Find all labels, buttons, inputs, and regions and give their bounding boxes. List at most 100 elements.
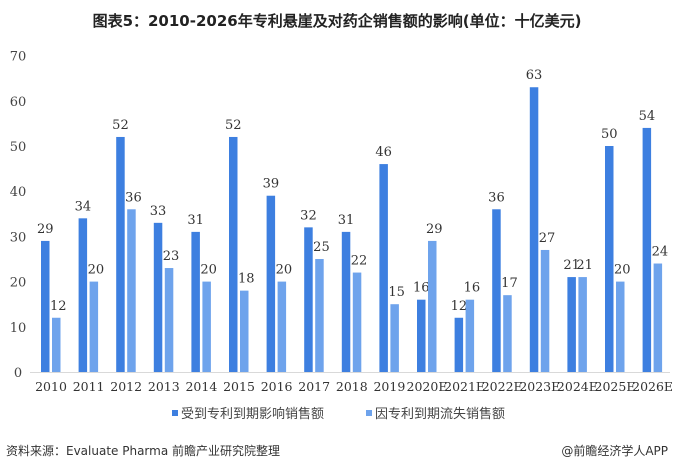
data-label: 23	[163, 249, 180, 264]
x-tick-label: 2014	[185, 379, 217, 394]
bar-lost	[89, 281, 99, 372]
bar-lost	[465, 299, 475, 372]
x-tick-label: 2025E	[595, 379, 636, 394]
bar-lost	[616, 281, 625, 372]
data-label: 16	[464, 281, 481, 296]
y-tick-label: 60	[10, 95, 27, 110]
bar-chart: 0102030405060702912201034202011523620123…	[10, 50, 673, 422]
data-label: 12	[451, 299, 468, 314]
data-label: 27	[539, 231, 556, 246]
x-tick-label: 2020E	[407, 379, 448, 394]
chart-title: 图表5：2010-2026年专利悬崖及对药企销售额的影响(单位：十亿美元)	[92, 12, 582, 30]
bar-affected	[492, 209, 501, 372]
data-label: 16	[413, 281, 430, 296]
data-label: 31	[338, 213, 355, 228]
data-label: 12	[50, 299, 67, 314]
legend-label: 因专利到期流失销售额	[375, 406, 505, 422]
x-tick-label: 2017	[298, 379, 330, 394]
data-label: 18	[238, 272, 255, 287]
data-label: 36	[125, 190, 142, 205]
bar-lost	[503, 295, 512, 372]
x-tick-label: 2012	[110, 379, 142, 394]
bar-lost	[390, 304, 399, 372]
x-tick-label: 2010	[35, 379, 67, 394]
bar-affected	[116, 136, 125, 372]
data-label: 39	[263, 177, 280, 192]
bar-lost	[540, 249, 550, 372]
legend-label: 受到专利到期影响销售额	[181, 406, 324, 422]
y-tick-label: 30	[10, 230, 27, 245]
data-label: 17	[501, 276, 518, 291]
y-tick-label: 0	[14, 366, 22, 381]
data-label: 21	[576, 258, 593, 273]
data-label: 50	[601, 127, 618, 142]
data-label: 20	[200, 263, 217, 278]
data-label: 32	[300, 208, 317, 223]
data-label: 21	[563, 258, 580, 273]
data-label: 20	[88, 263, 105, 278]
data-label: 33	[150, 204, 167, 219]
data-label: 31	[187, 213, 204, 228]
bar-affected	[41, 240, 50, 372]
x-tick-label: 2026E	[632, 379, 673, 394]
bar-lost	[653, 263, 663, 372]
y-tick-label: 20	[10, 276, 27, 291]
bar-affected	[304, 227, 313, 372]
x-tick-label: 2013	[148, 379, 180, 394]
x-tick-label: 2024E	[557, 379, 598, 394]
bar-lost	[578, 277, 587, 372]
bar-affected	[567, 277, 576, 372]
bar-affected	[529, 87, 539, 373]
y-tick-label: 10	[10, 321, 27, 336]
data-label: 29	[37, 222, 54, 237]
bar-affected	[417, 299, 426, 372]
bar-lost	[428, 240, 437, 372]
legend-marker	[172, 410, 178, 416]
bar-affected	[379, 164, 388, 372]
bar-lost	[202, 281, 211, 372]
x-tick-label: 2021E	[444, 379, 485, 394]
bar-affected	[266, 195, 276, 372]
data-label: 15	[388, 285, 405, 300]
source-note: 资料来源：Evaluate Pharma 前瞻产业研究院整理	[6, 444, 281, 458]
bar-lost	[277, 281, 287, 372]
data-label: 52	[112, 118, 129, 133]
data-label: 29	[426, 222, 443, 237]
x-tick-label: 2019	[373, 379, 405, 394]
bar-affected	[642, 127, 652, 372]
bar-affected	[153, 222, 163, 372]
x-tick-label: 2011	[73, 379, 105, 394]
credit-note: @前瞻经济学人APP	[561, 444, 668, 458]
bar-lost	[164, 268, 174, 372]
bar-lost	[240, 290, 249, 372]
data-label: 25	[313, 240, 330, 255]
y-tick-label: 70	[10, 50, 27, 65]
data-label: 34	[75, 199, 92, 214]
x-tick-label: 2015	[223, 379, 255, 394]
data-label: 22	[351, 254, 368, 269]
x-tick-label: 2022E	[482, 379, 523, 394]
bar-lost	[52, 317, 61, 372]
data-label: 24	[652, 245, 669, 260]
bar-affected	[191, 231, 200, 372]
bar-affected	[229, 136, 238, 372]
data-label: 52	[225, 118, 242, 133]
data-label: 54	[639, 109, 656, 124]
bar-affected	[605, 146, 614, 372]
data-label: 63	[526, 68, 543, 83]
y-tick-label: 50	[10, 140, 27, 155]
bar-lost	[352, 272, 362, 372]
data-label: 36	[488, 190, 505, 205]
x-tick-label: 2016	[261, 379, 293, 394]
bar-affected	[78, 218, 88, 372]
data-label: 20	[276, 263, 293, 278]
bar-lost	[127, 209, 136, 372]
data-label: 20	[614, 263, 631, 278]
x-tick-label: 2018	[336, 379, 368, 394]
bar-lost	[315, 259, 324, 372]
legend-marker	[366, 410, 372, 416]
bar-affected	[454, 317, 464, 372]
x-tick-label: 2023E	[519, 379, 560, 394]
bar-affected	[341, 231, 351, 372]
